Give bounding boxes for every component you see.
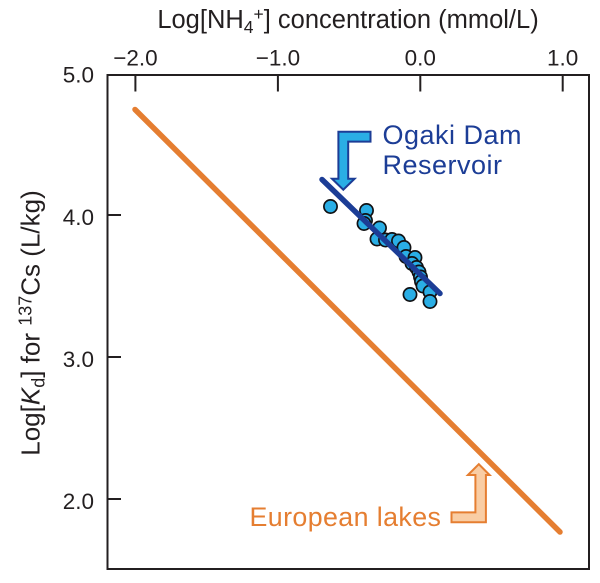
svg-text:−1.0: −1.0: [256, 46, 300, 71]
svg-text:2.0: 2.0: [63, 489, 94, 514]
svg-text:Reservoir: Reservoir: [383, 150, 503, 180]
svg-text:1.0: 1.0: [547, 46, 578, 71]
svg-text:0.0: 0.0: [405, 46, 436, 71]
svg-text:−2.0: −2.0: [113, 46, 157, 71]
svg-text:Log[NH4+] concentration (mmol/: Log[NH4+] concentration (mmol/L): [157, 4, 538, 37]
svg-text:3.0: 3.0: [63, 347, 94, 372]
svg-text:4.0: 4.0: [63, 205, 94, 230]
svg-text:5.0: 5.0: [63, 63, 94, 88]
svg-text:European lakes: European lakes: [250, 502, 442, 532]
svg-text:Ogaki Dam: Ogaki Dam: [383, 120, 523, 150]
